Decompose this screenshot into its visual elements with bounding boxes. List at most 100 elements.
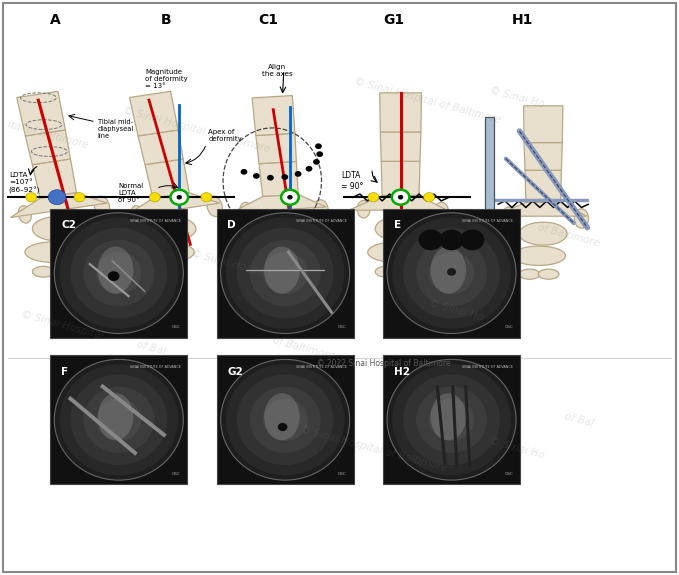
Text: G1: G1 [383,13,405,27]
Ellipse shape [249,240,303,260]
Text: C1: C1 [258,13,278,27]
Ellipse shape [250,386,320,453]
Circle shape [26,193,37,202]
Polygon shape [485,117,494,232]
Text: © Sinai Hospital: © Sinai Hospital [190,249,274,280]
Ellipse shape [145,266,167,277]
Circle shape [149,193,160,202]
FancyBboxPatch shape [217,355,354,484]
FancyBboxPatch shape [383,355,520,484]
Text: Apex of
deformity: Apex of deformity [208,129,242,141]
Polygon shape [380,93,422,132]
Text: G2: G2 [227,367,243,377]
Ellipse shape [60,217,178,329]
Text: LDTA
= 90°: LDTA = 90° [341,171,363,191]
Circle shape [278,423,287,431]
Polygon shape [252,95,295,136]
Text: C2: C2 [61,220,76,230]
Polygon shape [25,130,71,164]
Polygon shape [232,194,326,213]
Text: Magnitude
of deformity
= 13°: Magnitude of deformity = 13° [145,69,188,89]
Polygon shape [145,159,189,198]
Ellipse shape [368,242,424,262]
Circle shape [177,195,182,200]
Ellipse shape [60,364,178,476]
Polygon shape [130,91,178,136]
Circle shape [74,193,85,202]
Ellipse shape [519,269,540,279]
Ellipse shape [226,364,344,476]
Polygon shape [33,159,77,198]
Ellipse shape [430,247,466,294]
Text: A: A [50,13,61,27]
Ellipse shape [392,217,511,329]
Polygon shape [524,106,563,143]
Ellipse shape [416,386,487,453]
Ellipse shape [429,398,474,441]
Ellipse shape [240,202,252,219]
Ellipse shape [138,242,194,262]
Ellipse shape [52,266,75,277]
Ellipse shape [71,228,167,319]
Ellipse shape [237,374,333,465]
Ellipse shape [131,206,144,223]
Ellipse shape [165,266,187,277]
Circle shape [316,151,323,157]
Text: Normal
LDTA
of 90°: Normal LDTA of 90° [118,183,143,202]
Ellipse shape [25,242,81,262]
Circle shape [392,190,409,205]
Circle shape [267,175,274,181]
Text: of Baltimore: of Baltimore [272,335,336,361]
Ellipse shape [263,398,308,441]
Ellipse shape [392,364,511,476]
Circle shape [315,143,322,149]
Polygon shape [123,193,219,217]
Polygon shape [380,132,421,161]
Polygon shape [138,130,183,164]
FancyBboxPatch shape [383,209,520,338]
Circle shape [240,169,247,175]
Ellipse shape [502,207,515,224]
Text: OSC: OSC [172,472,181,476]
Circle shape [108,271,120,281]
Ellipse shape [429,252,474,294]
Text: © 2022 Sinai Hospital of Baltimore: © 2022 Sinai Hospital of Baltimore [317,359,450,368]
Ellipse shape [574,209,589,228]
Ellipse shape [403,228,500,319]
Text: F: F [61,367,68,377]
Ellipse shape [54,359,183,480]
Text: E: E [394,220,401,230]
Text: OSC: OSC [338,472,347,476]
Polygon shape [525,170,562,202]
Ellipse shape [375,217,426,241]
Text: ital of Baltimore: ital of Baltimore [7,120,90,151]
Ellipse shape [264,247,299,294]
Ellipse shape [84,240,154,306]
Circle shape [460,229,484,250]
Ellipse shape [96,252,141,294]
Circle shape [424,193,435,202]
Ellipse shape [221,359,350,480]
Polygon shape [259,162,298,197]
Ellipse shape [226,217,344,329]
Text: SINAI INSTITUTE OF ADVANCE: SINAI INSTITUTE OF ADVANCE [130,218,181,223]
Circle shape [287,195,293,200]
Ellipse shape [98,247,133,294]
Text: OSC: OSC [504,472,513,476]
Ellipse shape [403,374,500,465]
Ellipse shape [33,217,84,241]
Circle shape [170,190,188,205]
Circle shape [368,193,379,202]
Text: © Sinai Ho: © Sinai Ho [428,298,485,323]
Ellipse shape [221,213,350,334]
Ellipse shape [71,374,167,465]
Circle shape [48,190,66,205]
Text: of Bal: of Bal [564,411,595,428]
Ellipse shape [375,266,397,277]
Text: OSC: OSC [172,325,181,329]
Text: SINAI INSTITUTE OF ADVANCE: SINAI INSTITUTE OF ADVANCE [462,365,513,369]
Text: OSC: OSC [338,325,347,329]
Text: SINAI INSTITUTE OF ADVANCE: SINAI INSTITUTE OF ADVANCE [462,218,513,223]
Text: © Sinai Hospital of Baltimore: © Sinai Hospital of Baltimore [299,424,448,473]
Circle shape [281,174,288,180]
